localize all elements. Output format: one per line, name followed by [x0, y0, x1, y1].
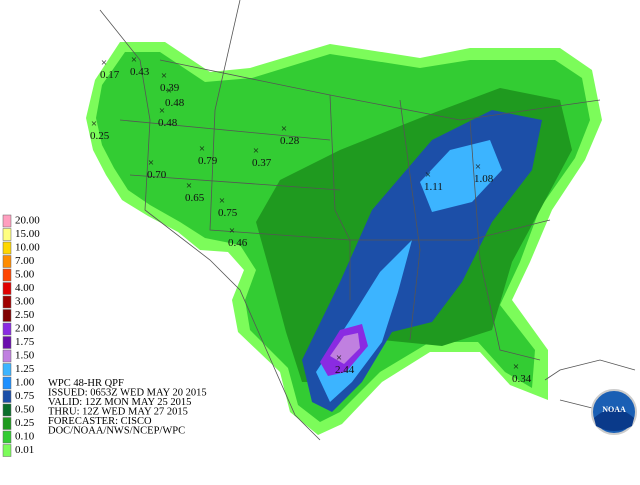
point-labels: ×0.17×0.43 ×0.39×0.48×0.48×0.25×0.28×0.79…: [90, 54, 532, 385]
point-marker: ×: [513, 361, 519, 373]
point-value: 0.70: [147, 169, 167, 181]
info-line: VALID: 12Z MON MAY 25 2015: [48, 397, 191, 408]
point-value: 0.37: [252, 157, 272, 169]
point-value: 1.08: [474, 173, 494, 185]
point-marker: ×: [186, 180, 192, 192]
legend-label: 4.00: [15, 282, 35, 294]
point-value: 1.11: [424, 181, 443, 193]
point-marker: ×: [131, 54, 137, 66]
legend-swatch: [2, 309, 12, 322]
legend-swatch: [2, 295, 12, 309]
legend-swatch: [2, 322, 12, 336]
area-1-50: [330, 333, 360, 364]
point-marker: ×: [91, 118, 97, 130]
point-value: 0.34: [512, 373, 532, 385]
point-marker: ×: [159, 105, 165, 117]
info-line: WPC 48-HR QPF: [48, 378, 124, 389]
point-marker: ×: [148, 157, 154, 169]
legend-label: 0.01: [15, 444, 34, 456]
legend-label: 0.10: [15, 431, 35, 443]
point-marker: ×: [475, 161, 481, 173]
point-value: 0.43: [130, 66, 150, 78]
legend-label: 1.75: [15, 336, 35, 348]
legend-swatch: [2, 376, 12, 390]
borders: [99, 0, 636, 441]
legend-label: 2.50: [15, 309, 35, 321]
legend-label: 0.50: [15, 404, 35, 416]
point-value: 0.79: [198, 155, 218, 167]
area-1-25-ne: [420, 140, 502, 212]
legend-swatch: [2, 390, 12, 403]
legend-swatch: [2, 336, 12, 349]
legend-label: 5.00: [15, 269, 35, 281]
legend-label: 1.50: [15, 350, 35, 362]
legend-label: 1.00: [15, 377, 35, 389]
info-line: ISSUED: 0653Z WED MAY 20 2015: [48, 388, 207, 399]
legend: 20.0015.0010.007.005.004.003.002.502.001…: [2, 214, 40, 457]
point-value: 0.46: [228, 237, 248, 249]
legend-swatch: [2, 363, 12, 376]
legend-label: 1.25: [15, 363, 35, 375]
point-value: 0.17: [100, 69, 120, 81]
point-value: 0.28: [280, 135, 300, 147]
point-marker: ×: [229, 225, 235, 237]
point-marker: ×: [219, 195, 225, 207]
legend-label: 3.00: [15, 296, 35, 308]
precip-areas: [86, 42, 602, 435]
point-value: 0.39: [160, 82, 180, 94]
point-marker: ×: [166, 85, 172, 97]
legend-label: 0.75: [15, 390, 35, 402]
point-value: 2.44: [335, 364, 355, 376]
point-marker: ×: [425, 169, 431, 181]
legend-swatch: [2, 228, 12, 241]
legend-swatch: [2, 241, 12, 255]
legend-label: 2.00: [15, 323, 35, 335]
point-value: 0.75: [218, 207, 238, 219]
legend-label: 15.00: [15, 228, 40, 240]
info-line: THRU: 12Z WED MAY 27 2015: [48, 407, 188, 418]
legend-swatch: [2, 282, 12, 295]
legend-label: 10.00: [15, 242, 40, 254]
point-marker: ×: [253, 145, 259, 157]
point-marker: ×: [336, 352, 342, 364]
legend-label: 0.25: [15, 417, 35, 429]
legend-swatch: [2, 255, 12, 268]
point-marker: ×: [199, 143, 205, 155]
legend-swatch: [2, 214, 12, 228]
legend-label: 7.00: [15, 255, 35, 267]
point-marker: ×: [281, 123, 287, 135]
legend-swatch: [2, 403, 12, 417]
point-value: 0.65: [185, 192, 205, 204]
legend-swatch: [2, 349, 12, 363]
point-value: 0.48: [158, 117, 178, 129]
legend-swatch: [2, 444, 12, 457]
point-value: 0.48: [165, 97, 185, 109]
legend-swatch: [2, 430, 12, 444]
point-value: 0.25: [90, 130, 110, 142]
legend-swatch: [2, 268, 12, 282]
point-marker: ×: [101, 57, 107, 69]
info-line: DOC/NOAA/NWS/NCEP/WPC: [48, 426, 185, 437]
point-marker: ×: [161, 70, 167, 82]
legend-swatch: [2, 417, 12, 430]
logo-text: NOAA: [602, 405, 626, 414]
legend-label: 20.00: [15, 215, 40, 227]
info-line: FORECASTER: CISCO: [48, 416, 152, 427]
logo: NOAA: [591, 389, 637, 435]
